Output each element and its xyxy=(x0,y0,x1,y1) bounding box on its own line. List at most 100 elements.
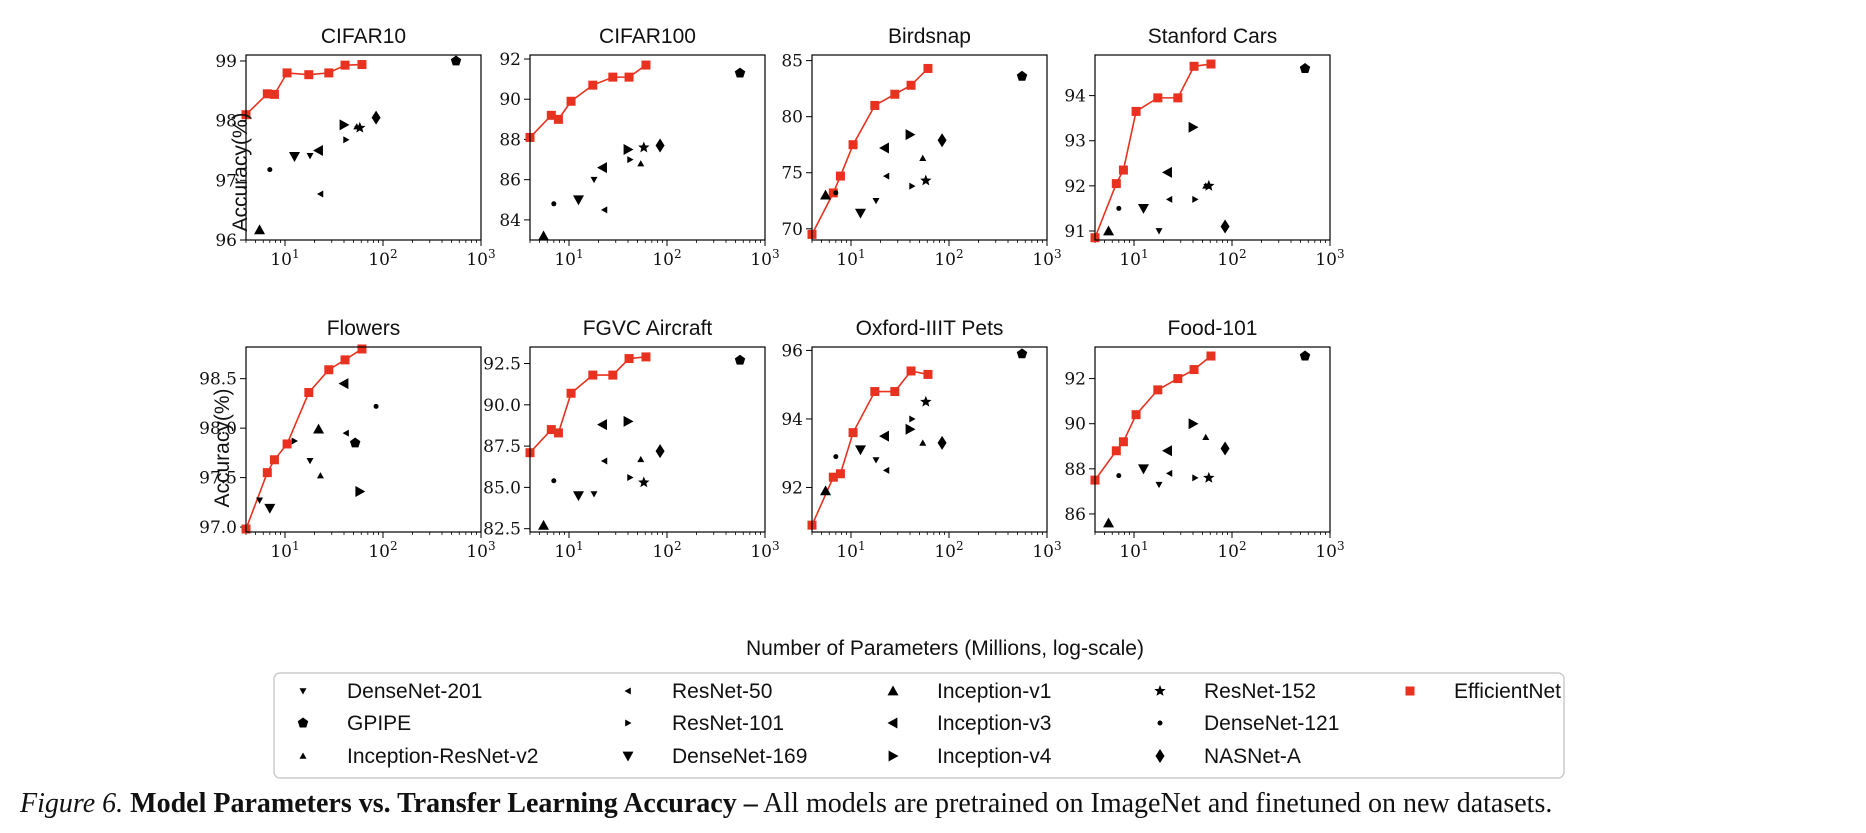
subplot-title: CIFAR100 xyxy=(599,25,696,48)
baseline-point-inception-resnet-v2 xyxy=(316,472,324,479)
baseline-point-inception-v3 xyxy=(597,419,607,431)
y-axis-label-top: Accuracy(%) xyxy=(229,112,252,231)
legend-item-resnet-50: ResNet-50 xyxy=(624,680,772,703)
baseline-point-nasnet-a xyxy=(937,133,947,148)
efficientnet-line xyxy=(1094,355,1212,481)
baseline-point-densenet-121 xyxy=(1116,205,1122,211)
x-tick-label: 101 xyxy=(270,247,299,270)
efficientnet-point xyxy=(870,387,880,397)
subplot-title: FGVC Aircraft xyxy=(583,317,713,340)
legend-label: Inception-v3 xyxy=(937,712,1051,735)
efficientnet-point xyxy=(357,344,367,354)
caption-text: All models are pretrained on ImageNet an… xyxy=(757,788,1553,819)
axes-frame xyxy=(811,346,1048,533)
efficientnet-point xyxy=(1206,351,1216,361)
baseline-point-nasnet-a xyxy=(937,435,947,450)
baseline-point-inception-v3 xyxy=(338,378,349,390)
efficientnet-point xyxy=(269,455,279,465)
y-tick-label: 98 xyxy=(215,112,237,132)
efficientnet-point xyxy=(923,369,933,379)
y-tick-label: 97.0 xyxy=(199,518,237,538)
baseline-point-densenet-169 xyxy=(264,503,276,514)
baseline-point-resnet-101 xyxy=(909,415,916,423)
efficientnet-point xyxy=(1111,446,1121,456)
subplot-fgvc-aircraft: FGVC Aircraft 101 102 103 82.5 85.0 87.5 90.0 92… xyxy=(483,317,780,562)
efficientnet-point xyxy=(1111,179,1121,189)
efficientnet-point xyxy=(1153,93,1163,103)
y-tick-label: 98.0 xyxy=(199,419,237,439)
y-tick-label: 99 xyxy=(215,52,237,72)
axes-frame xyxy=(1094,346,1331,533)
efficientnet-point xyxy=(848,140,858,150)
efficientnet-point xyxy=(262,89,272,99)
y-tick-label: 90 xyxy=(499,90,521,110)
efficientnet-point xyxy=(1189,365,1199,375)
legend-label: Inception-v1 xyxy=(937,680,1051,703)
baseline-point-inception-v3 xyxy=(879,142,889,154)
axes-frame xyxy=(529,346,766,533)
baseline-point-inception-v1 xyxy=(538,230,550,241)
baseline-point-gpipe xyxy=(734,354,746,365)
efficientnet-point xyxy=(906,80,916,90)
legend-label: Inception-v4 xyxy=(937,745,1052,768)
y-tick-label: 96 xyxy=(781,341,803,361)
efficientnet-point xyxy=(1131,106,1141,116)
subplot-title: Flowers xyxy=(327,317,401,340)
legend-item-inception-v3: Inception-v3 xyxy=(887,712,1051,735)
efficientnet-point xyxy=(269,89,279,99)
y-tick-label: 98.5 xyxy=(199,370,237,390)
y-tick-label: 85 xyxy=(781,52,803,72)
baseline-point-resnet-101 xyxy=(627,156,634,164)
subplot-cifar10: CIFAR10 101 102 103 96 97 98 99 xyxy=(215,25,495,270)
efficientnet-point xyxy=(1173,374,1183,384)
baseline-point-densenet-121 xyxy=(833,454,839,460)
x-tick-label: 101 xyxy=(554,247,583,270)
baseline-point-resnet-50 xyxy=(1165,469,1173,477)
baseline-point-inception-v1 xyxy=(313,423,325,434)
baseline-point-densenet-121 xyxy=(551,201,557,207)
baseline-point-resnet-50 xyxy=(882,172,890,180)
baseline-point-gpipe xyxy=(1016,70,1028,81)
y-tick-label: 92 xyxy=(1064,370,1086,390)
inception-v3-legend-icon xyxy=(887,717,898,729)
efficientnet-point xyxy=(324,68,334,78)
efficientnet-point xyxy=(835,171,845,181)
y-tick-label: 88 xyxy=(499,130,521,150)
efficientnet-point xyxy=(835,469,845,479)
axes-frame xyxy=(245,54,482,241)
baseline-point-densenet-169 xyxy=(1137,464,1149,475)
y-tick-label: 90 xyxy=(1064,415,1086,435)
baseline-point-resnet-101 xyxy=(291,437,298,445)
efficientnet-point xyxy=(1118,165,1128,175)
x-tick-label: 102 xyxy=(652,539,681,562)
efficientnet-point xyxy=(566,96,576,106)
baseline-point-nasnet-a xyxy=(655,138,665,153)
x-tick-label: 101 xyxy=(1119,539,1148,562)
baseline-point-densenet-169 xyxy=(572,491,584,502)
legend-item-resnet-152: ResNet-152 xyxy=(1154,680,1316,703)
legend-item-inception-v1: Inception-v1 xyxy=(887,680,1051,703)
inception-v4-legend-icon xyxy=(888,750,899,762)
axes-frame xyxy=(529,54,766,241)
baseline-point-densenet-201 xyxy=(872,197,880,205)
inception-v1-legend-icon xyxy=(887,685,899,696)
baseline-point-densenet-201 xyxy=(1155,481,1163,489)
baseline-point-resnet-152 xyxy=(1203,471,1215,483)
efficientnet-line xyxy=(529,356,647,454)
y-tick-label: 70 xyxy=(781,220,803,240)
gpipe-legend-icon xyxy=(297,717,309,728)
subplot-flowers: Flowers 101 102 103 97.0 97.5 98.0 98.5 xyxy=(199,317,496,562)
x-tick-label: 102 xyxy=(934,247,963,270)
axes-frame xyxy=(1094,54,1331,241)
baseline-point-resnet-101 xyxy=(909,182,916,190)
efficientnet-point xyxy=(1173,93,1183,103)
baseline-point-nasnet-a xyxy=(1220,219,1230,234)
x-tick-label: 102 xyxy=(934,539,963,562)
x-tick-label: 101 xyxy=(270,539,299,562)
baseline-point-inception-resnet-v2 xyxy=(1202,433,1210,441)
legend-item-densenet-201: DenseNet-201 xyxy=(299,680,482,703)
efficientnet-point xyxy=(641,60,651,70)
baseline-point-nasnet-a xyxy=(655,444,665,459)
caption-title: Model Parameters vs. Transfer Learning A… xyxy=(130,788,758,819)
